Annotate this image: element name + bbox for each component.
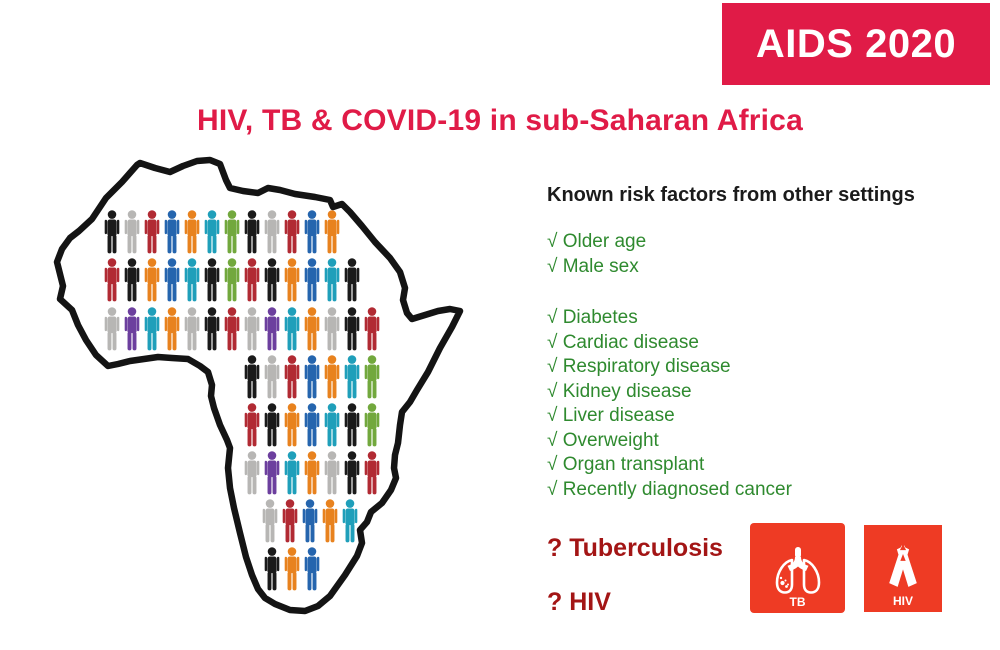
risk-item: √ Diabetes — [547, 307, 638, 328]
risk-item: √ Overweight — [547, 429, 659, 451]
risk-factors-panel: Known risk factors from other settings √… — [547, 184, 967, 634]
page-title: HIV, TB & COVID-19 in sub-Saharan Africa — [197, 104, 803, 137]
risk-item: √ Recently diagnosed cancer — [547, 478, 792, 500]
unknown-risk-list: ? Tuberculosis ? HIV — [547, 534, 723, 642]
risk-item: √ Cardiac disease — [547, 331, 699, 353]
tb-badge-label: TB — [789, 595, 806, 609]
risk-list-demographics: √ Older age √ Male sex — [547, 230, 646, 279]
lungs-icon — [775, 547, 820, 594]
risk-item: √ Kidney disease — [547, 380, 692, 402]
tb-badge: TB — [750, 523, 845, 613]
unknown-item: ? HIV — [547, 588, 611, 616]
risk-item: √ Male sex — [547, 255, 639, 277]
hiv-badge: HIV — [864, 525, 942, 612]
risk-heading: Known risk factors from other settings — [547, 184, 915, 206]
unknown-item: ? Tuberculosis — [547, 534, 723, 562]
risk-list-conditions: √ Diabetes √ Cardiac disease √ Respiratory… — [547, 306, 792, 502]
ribbon-icon — [889, 544, 917, 587]
africa-map — [53, 156, 464, 615]
hiv-badge-label: HIV — [892, 594, 913, 608]
risk-item: √ Older age — [547, 231, 647, 252]
banner-label: AIDS 2020 — [755, 21, 957, 66]
risk-item: √ Respiratory disease — [547, 356, 731, 377]
risk-item: √ Liver disease — [547, 405, 675, 426]
risk-item: √ Organ transplant — [547, 454, 705, 475]
aids-2020-banner: AIDS 2020 — [722, 3, 990, 85]
